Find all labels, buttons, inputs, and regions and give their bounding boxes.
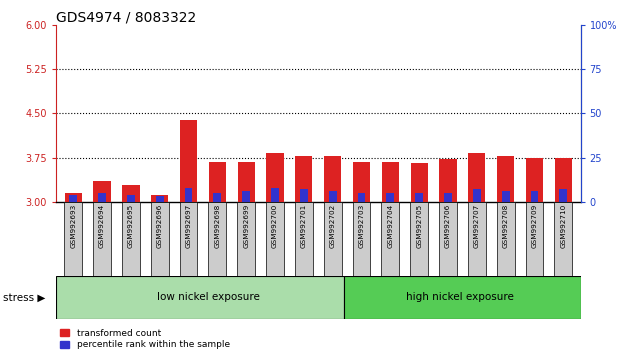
Bar xyxy=(127,195,135,202)
Bar xyxy=(473,189,481,202)
Bar xyxy=(122,185,140,202)
Bar xyxy=(65,193,82,202)
Bar xyxy=(386,193,394,202)
Bar xyxy=(444,193,452,202)
Text: GSM992700: GSM992700 xyxy=(272,204,278,248)
Bar xyxy=(266,202,284,276)
Bar xyxy=(525,202,543,276)
Bar xyxy=(56,276,344,319)
Bar xyxy=(295,156,312,202)
Text: GDS4974 / 8083322: GDS4974 / 8083322 xyxy=(56,11,196,25)
Bar xyxy=(70,195,77,202)
Bar xyxy=(439,159,456,202)
Bar xyxy=(122,202,140,276)
Text: GSM992698: GSM992698 xyxy=(214,204,220,248)
Bar xyxy=(98,193,106,202)
Text: GSM992710: GSM992710 xyxy=(560,204,566,248)
Bar xyxy=(151,195,168,202)
Bar xyxy=(156,196,163,202)
Text: GSM992705: GSM992705 xyxy=(416,204,422,248)
Legend: transformed count, percentile rank within the sample: transformed count, percentile rank withi… xyxy=(60,329,230,349)
Bar xyxy=(209,202,226,276)
Bar xyxy=(329,191,337,202)
Bar xyxy=(93,181,111,202)
Bar xyxy=(530,191,538,202)
Bar xyxy=(468,153,486,202)
Bar xyxy=(237,162,255,202)
Bar xyxy=(300,189,308,202)
Bar xyxy=(151,202,169,276)
Bar xyxy=(344,276,581,319)
Bar xyxy=(237,202,255,276)
Text: GSM992695: GSM992695 xyxy=(128,204,134,248)
Bar xyxy=(353,162,370,202)
Bar xyxy=(214,193,221,202)
Bar xyxy=(526,158,543,202)
Bar xyxy=(410,164,428,202)
Text: GSM992704: GSM992704 xyxy=(388,204,393,248)
Bar xyxy=(64,202,82,276)
Bar xyxy=(415,193,423,202)
Bar xyxy=(271,188,279,202)
Bar xyxy=(324,202,342,276)
Bar xyxy=(180,120,197,202)
Bar xyxy=(497,156,514,202)
Bar xyxy=(353,202,371,276)
Text: GSM992699: GSM992699 xyxy=(243,204,249,248)
Bar xyxy=(358,193,365,202)
Text: GSM992708: GSM992708 xyxy=(502,204,509,248)
Text: GSM992702: GSM992702 xyxy=(330,204,336,248)
Text: stress ▶: stress ▶ xyxy=(3,292,45,302)
Bar xyxy=(497,202,515,276)
Bar xyxy=(184,188,193,202)
Text: low nickel exposure: low nickel exposure xyxy=(157,292,260,302)
Bar xyxy=(382,162,399,202)
Text: GSM992696: GSM992696 xyxy=(156,204,163,248)
Text: GSM992706: GSM992706 xyxy=(445,204,451,248)
Bar xyxy=(179,202,197,276)
Text: GSM992697: GSM992697 xyxy=(186,204,191,248)
Text: GSM992709: GSM992709 xyxy=(532,204,538,248)
Bar xyxy=(295,202,313,276)
Bar xyxy=(560,189,567,202)
Text: GSM992693: GSM992693 xyxy=(70,204,76,248)
Bar xyxy=(468,202,486,276)
Bar xyxy=(266,153,284,202)
Bar xyxy=(555,158,572,202)
Text: high nickel exposure: high nickel exposure xyxy=(406,292,514,302)
Bar xyxy=(209,162,226,202)
Bar xyxy=(439,202,457,276)
Text: GSM992694: GSM992694 xyxy=(99,204,105,248)
Bar xyxy=(410,202,428,276)
Text: GSM992701: GSM992701 xyxy=(301,204,307,248)
Bar xyxy=(555,202,573,276)
Bar xyxy=(93,202,111,276)
Bar xyxy=(381,202,399,276)
Bar xyxy=(324,156,342,202)
Bar xyxy=(242,191,250,202)
Bar xyxy=(502,191,510,202)
Text: GSM992703: GSM992703 xyxy=(358,204,365,248)
Text: GSM992707: GSM992707 xyxy=(474,204,480,248)
